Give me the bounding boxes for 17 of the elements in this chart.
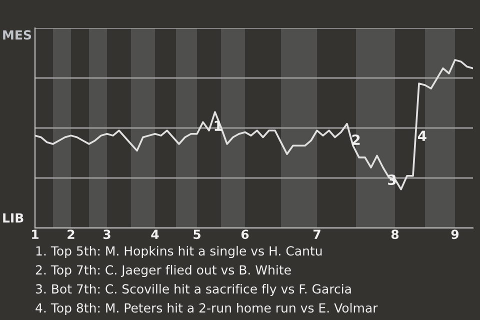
- text: 2. Top 7th: C. Jaeger flied out vs B. White: [36, 264, 291, 278]
- x-tick-label: 4: [151, 230, 159, 239]
- x-tick-label: 9: [451, 230, 459, 240]
- x-tick-label: 7: [313, 230, 320, 239]
- annotation: 2: [352, 134, 360, 145]
- x-tick-label: 2: [68, 230, 74, 239]
- x-tick-label: 8: [391, 230, 399, 240]
- annotation: 4: [418, 130, 426, 141]
- x-tick-label: 5: [194, 230, 200, 240]
- text: MES: [3, 30, 32, 40]
- text: 3. Bot 7th: C. Scoville hit a sacrifice fly vs F. Garcia: [36, 284, 351, 296]
- x-tick-label: 1: [32, 230, 38, 239]
- text: 1. Top 5th: M. Hopkins hit a single vs H. Cantu: [36, 246, 322, 258]
- text: 4. Top 8th: M. Peters hit a 2-run home run vs E. Volmar: [36, 302, 378, 316]
- text: LIB: [3, 213, 24, 222]
- x-tick-label: 3: [103, 230, 110, 240]
- x-tick-label: 6: [241, 230, 249, 240]
